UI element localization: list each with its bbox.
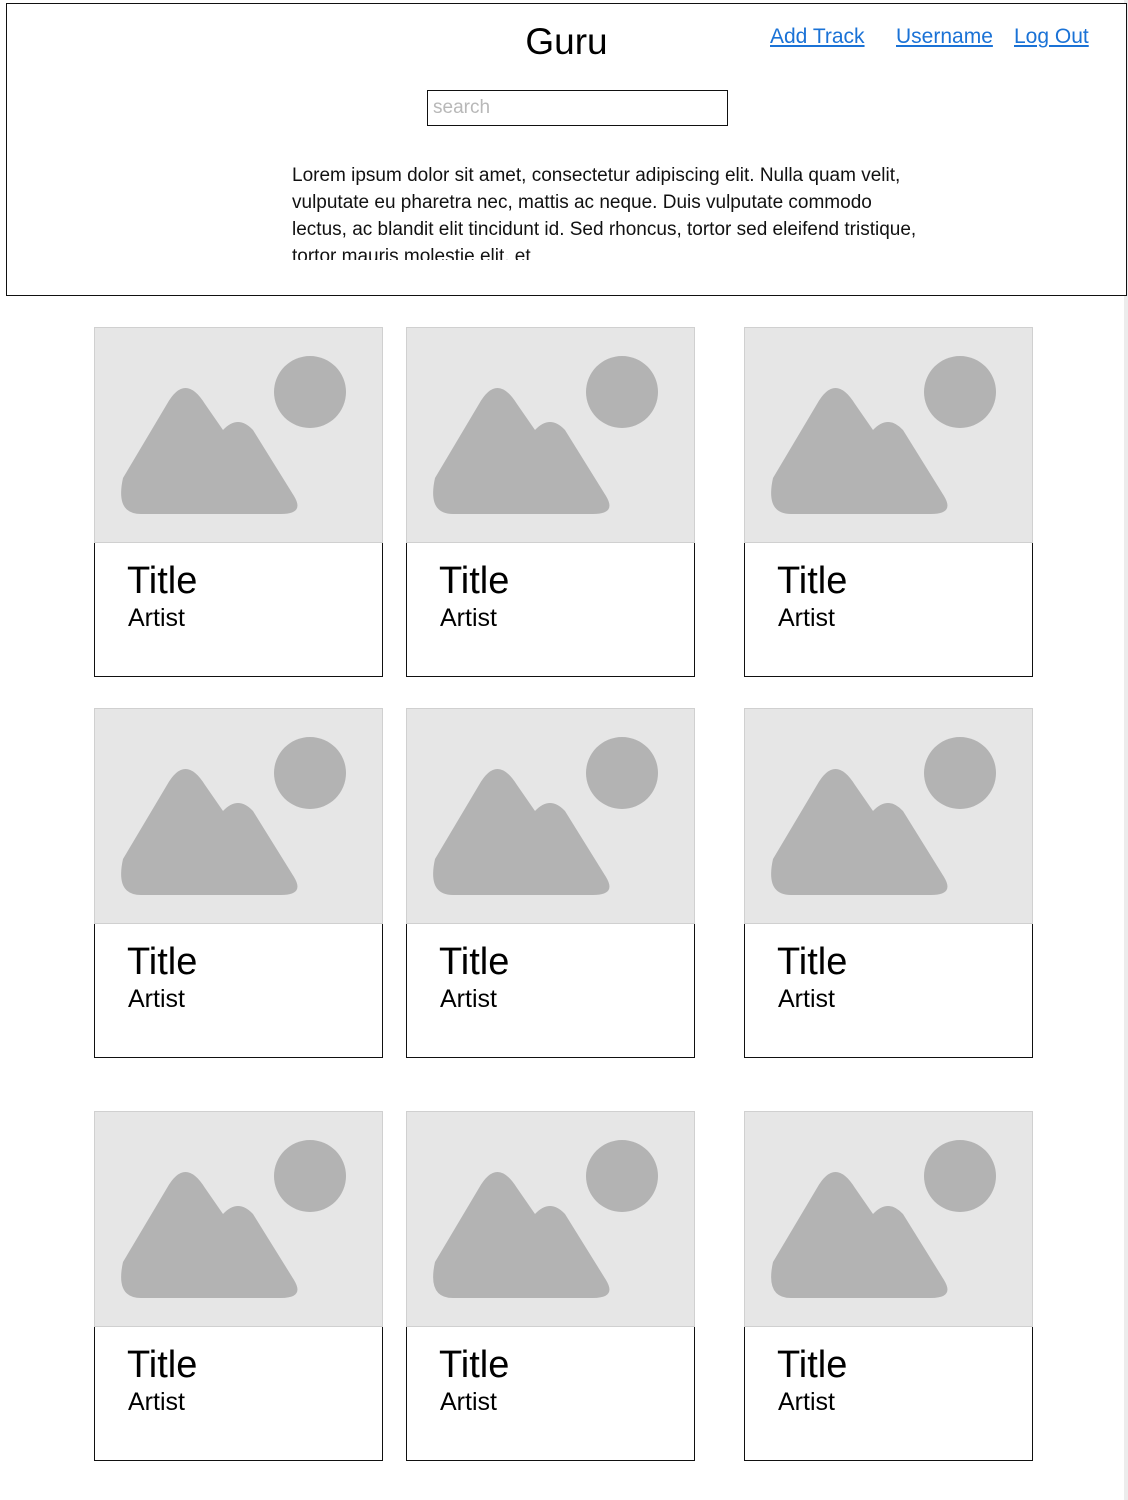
scrollbar-track[interactable] [1124,0,1128,1500]
track-card[interactable]: Title Artist [406,1111,695,1461]
search-input[interactable] [427,90,728,126]
track-card[interactable]: Title Artist [744,708,1033,1058]
image-placeholder-icon [406,327,695,543]
track-card[interactable]: Title Artist [406,327,695,677]
track-title: Title [127,941,198,983]
track-card[interactable]: Title Artist [744,327,1033,677]
track-title: Title [127,1344,198,1386]
track-artist: Artist [440,1388,497,1416]
image-placeholder-icon [744,1111,1033,1327]
track-title: Title [777,1344,848,1386]
username-link[interactable]: Username [896,25,993,48]
track-card[interactable]: Title Artist [94,327,383,677]
image-placeholder-icon [94,327,383,543]
image-placeholder-icon [94,708,383,924]
track-title: Title [439,1344,510,1386]
track-artist: Artist [128,604,185,632]
track-card[interactable]: Title Artist [744,1111,1033,1461]
track-artist: Artist [778,1388,835,1416]
image-placeholder-icon [744,708,1033,924]
track-artist: Artist [440,985,497,1013]
track-title: Title [439,941,510,983]
app-title: Guru [525,21,608,62]
track-title: Title [127,560,198,602]
track-title: Title [777,560,848,602]
logout-link[interactable]: Log Out [1014,25,1089,48]
track-title: Title [439,560,510,602]
add-track-link[interactable]: Add Track [770,25,865,48]
track-card[interactable]: Title Artist [94,1111,383,1461]
image-placeholder-icon [94,1111,383,1327]
image-placeholder-icon [406,1111,695,1327]
image-placeholder-icon [744,327,1033,543]
track-card[interactable]: Title Artist [406,708,695,1058]
track-artist: Artist [440,604,497,632]
image-placeholder-icon [406,708,695,924]
track-artist: Artist [778,604,835,632]
track-artist: Artist [128,985,185,1013]
track-title: Title [777,941,848,983]
track-card[interactable]: Title Artist [94,708,383,1058]
header: Guru Add Track Username Log Out Lorem ip… [6,3,1127,296]
track-artist: Artist [128,1388,185,1416]
track-artist: Artist [778,985,835,1013]
site-description: Lorem ipsum dolor sit amet, consectetur … [292,165,917,260]
